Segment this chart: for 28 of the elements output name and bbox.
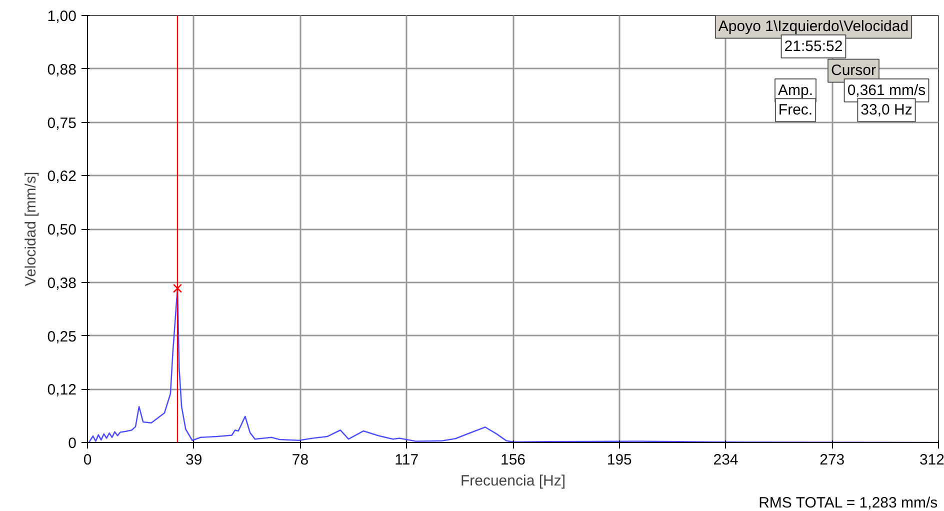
text: RMS TOTAL = 1,283 mm/s [758, 494, 938, 511]
y-tick-label: 0,12 [47, 382, 77, 399]
x-tick-label: 234 [713, 452, 738, 468]
x-tick-label: 78 [292, 452, 309, 468]
y-tick-label: 0 [68, 435, 76, 452]
y-tick-label: 0,88 [47, 61, 77, 78]
x-tick-label: 195 [606, 452, 632, 468]
x-axis-title: Frecuencia [Hz] [460, 472, 566, 490]
y-tick-label: 1,00 [47, 8, 77, 25]
x-tick-label: 273 [820, 452, 845, 468]
y-tick-label: 0,75 [47, 114, 77, 132]
annotation: 0,361 mm/s [847, 82, 926, 99]
y-tick-label: 0,38 [47, 274, 77, 292]
annotation: 33,0 Hz [860, 102, 912, 119]
annotation: Cursor [830, 62, 876, 80]
annotation: Apoyo 1\Izquierdo\Velocidad [718, 18, 909, 36]
annotation: Amp. [778, 82, 814, 99]
y-tick-label: 0,50 [47, 222, 77, 238]
annotation: 21:55:52 [784, 38, 843, 55]
y-tick-label: 0,62 [47, 168, 77, 186]
x-tick-label: 117 [394, 452, 419, 468]
x-tick-label: 312 [919, 452, 944, 468]
x-tick-label: 39 [186, 452, 202, 468]
y-axis-title: Velocidad [mm/s] [22, 172, 40, 286]
x-tick-label: 0 [83, 452, 92, 468]
annotation: Frec. [778, 102, 813, 119]
x-tick-label: 156 [500, 452, 526, 468]
y-tick-label: 0,25 [47, 328, 77, 346]
